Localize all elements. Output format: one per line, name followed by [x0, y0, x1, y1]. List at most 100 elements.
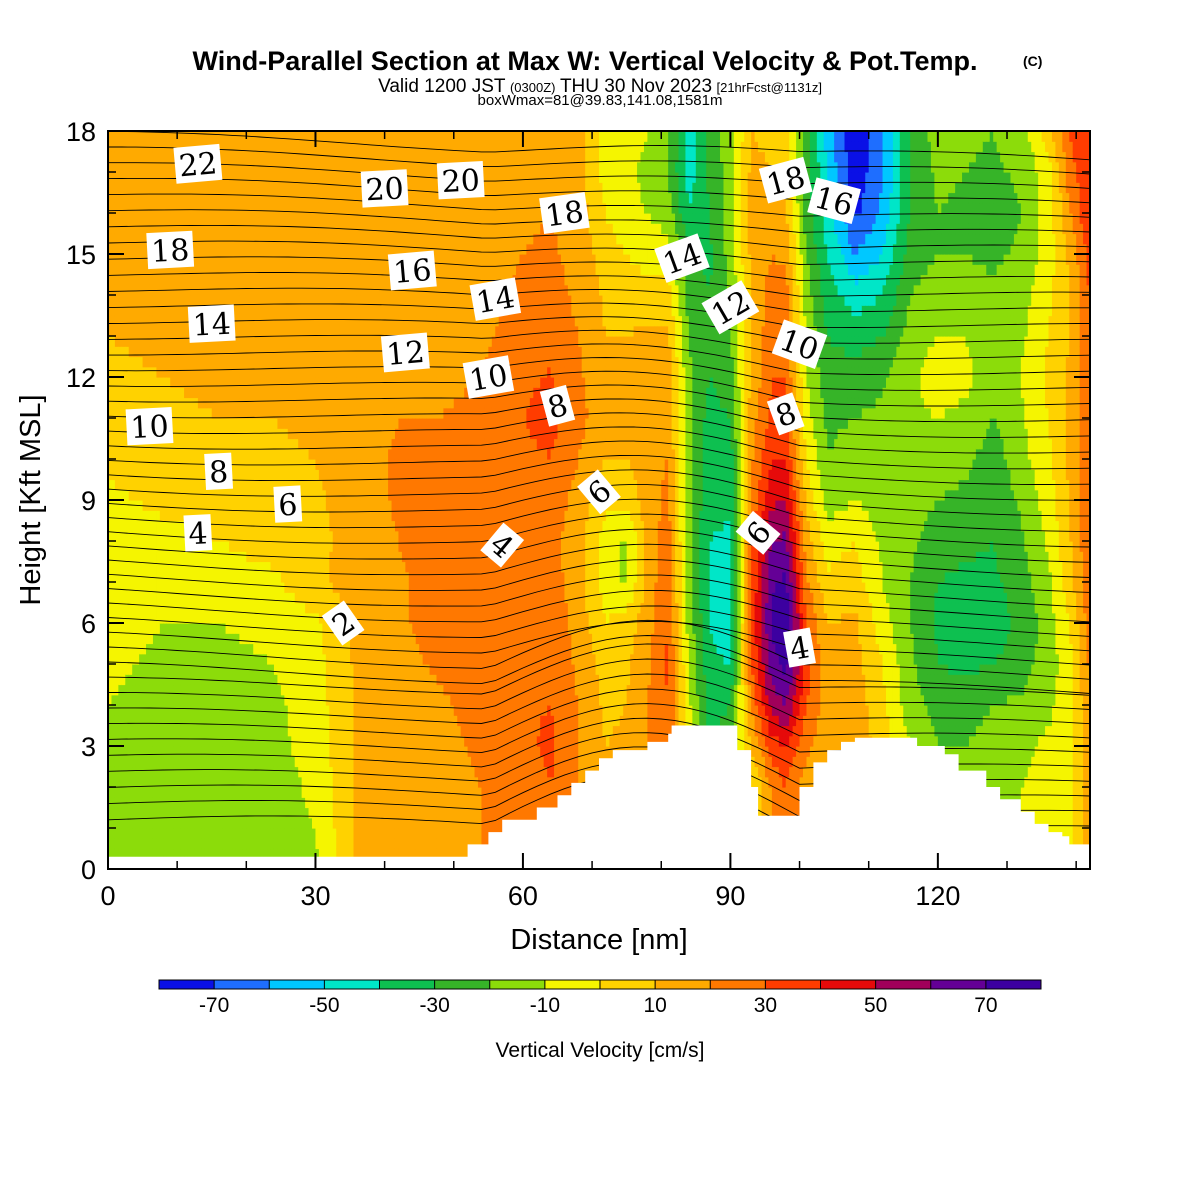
w-cell [170, 582, 174, 593]
w-cell [167, 305, 171, 316]
w-cell [229, 572, 233, 583]
w-cell [149, 767, 153, 778]
w-cell [215, 531, 219, 542]
w-cell [170, 592, 174, 603]
w-cell [111, 592, 115, 603]
w-cell [139, 336, 143, 347]
w-cell [111, 572, 115, 583]
w-cell [188, 182, 192, 193]
w-cell [198, 480, 202, 491]
w-cell [139, 746, 143, 757]
w-cell [149, 674, 153, 685]
w-cell [118, 510, 122, 521]
w-cell [143, 398, 147, 409]
w-cell [111, 213, 115, 224]
w-cell [208, 695, 212, 706]
w-cell [132, 531, 136, 542]
w-cell [132, 254, 136, 265]
w-cell [181, 787, 185, 798]
w-cell [181, 387, 185, 398]
w-cell [201, 695, 205, 706]
w-cell [163, 336, 167, 347]
w-cell [122, 777, 126, 788]
w-cell [201, 418, 205, 429]
w-cell [167, 818, 171, 829]
w-cell [139, 295, 143, 306]
w-cell [226, 726, 230, 737]
w-cell [136, 818, 140, 829]
w-cell [208, 408, 212, 419]
w-cell [149, 469, 153, 480]
w-cell [181, 695, 185, 706]
w-cell [122, 838, 126, 849]
w-cell [139, 469, 143, 480]
w-cell [143, 510, 147, 521]
w-cell [198, 705, 202, 716]
w-cell [153, 398, 157, 409]
w-cell [219, 592, 223, 603]
w-cell [229, 387, 233, 398]
w-cell [153, 664, 157, 675]
w-cell [226, 213, 230, 224]
w-cell [177, 736, 181, 747]
w-cell [177, 439, 181, 450]
w-cell [122, 316, 126, 327]
w-cell [198, 408, 202, 419]
w-cell [212, 541, 216, 552]
w-cell [149, 387, 153, 398]
w-cell [149, 326, 153, 337]
w-cell [177, 828, 181, 839]
w-cell [212, 746, 216, 757]
w-cell [170, 572, 174, 583]
w-cell [153, 582, 157, 593]
w-cell [143, 767, 147, 778]
w-cell [111, 203, 115, 214]
w-cell [226, 756, 230, 767]
w-cell [181, 531, 185, 542]
w-cell [136, 736, 140, 747]
w-cell [139, 316, 143, 327]
w-cell [170, 797, 174, 808]
w-cell [143, 541, 147, 552]
w-cell [215, 285, 219, 296]
w-cell [149, 715, 153, 726]
w-cell [188, 623, 192, 634]
w-cell [201, 592, 205, 603]
w-cell [153, 592, 157, 603]
w-cell [198, 613, 202, 624]
w-cell [136, 644, 140, 655]
w-cell [156, 664, 160, 675]
w-cell [118, 644, 122, 655]
w-cell [156, 469, 160, 480]
w-cell [170, 326, 174, 337]
w-cell [212, 613, 216, 624]
w-cell [177, 541, 181, 552]
w-cell [156, 603, 160, 614]
w-cell [194, 787, 198, 798]
w-cell [122, 428, 126, 439]
w-cell [143, 828, 147, 839]
w-cell [163, 838, 167, 849]
w-cell [226, 418, 230, 429]
w-cell [125, 736, 129, 747]
w-cell [181, 562, 185, 573]
w-cell [118, 418, 122, 429]
w-cell [139, 828, 143, 839]
w-cell [139, 357, 143, 368]
w-cell [184, 572, 188, 583]
w-cell [219, 500, 223, 511]
w-cell [170, 510, 174, 521]
w-cell [201, 234, 205, 245]
w-cell [181, 418, 185, 429]
w-cell [149, 336, 153, 347]
w-cell [188, 551, 192, 562]
w-cell [136, 131, 140, 142]
w-cell [118, 203, 122, 214]
w-cell [156, 162, 160, 173]
w-cell [143, 726, 147, 737]
w-cell [153, 295, 157, 306]
w-cell [122, 767, 126, 778]
w-cell [139, 367, 143, 378]
w-cell [188, 449, 192, 460]
w-cell [143, 603, 147, 614]
